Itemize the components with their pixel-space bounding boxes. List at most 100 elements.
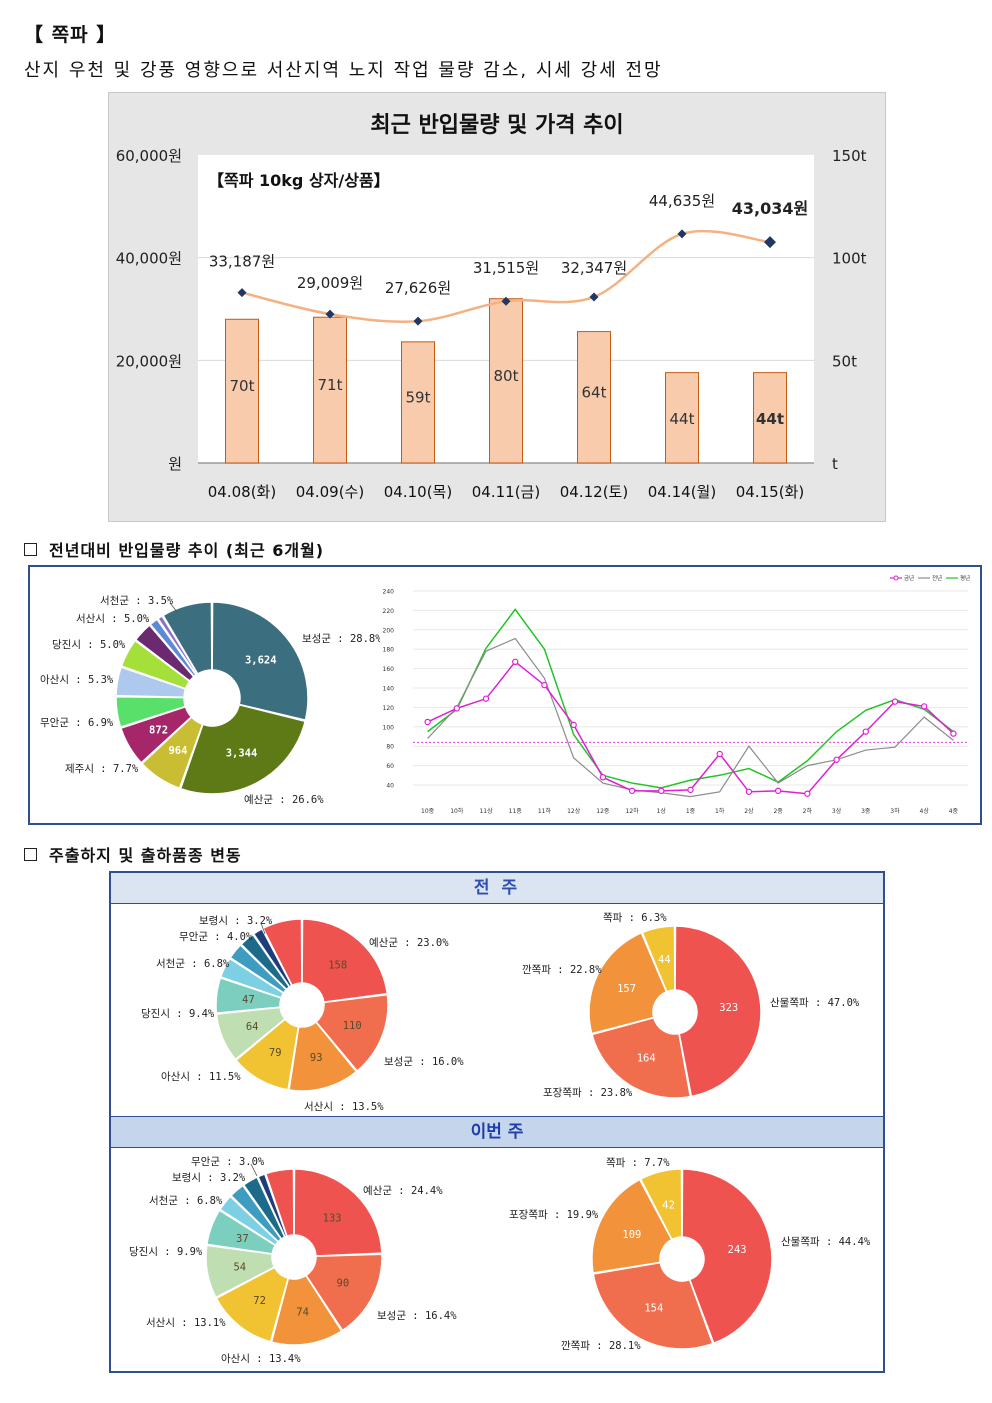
series-point [599, 774, 607, 781]
pie-slice [211, 601, 309, 722]
x-tick-label: 10중 [421, 808, 435, 815]
y-tick-label: 100 [383, 724, 395, 731]
pie-slice [641, 925, 676, 993]
category-label: 04.08(화) [208, 483, 276, 501]
pie-category-label: 예산군 : 26.6% [244, 793, 324, 806]
series-point [628, 787, 636, 795]
legend-label: 금년 [904, 574, 914, 582]
series-line [427, 637, 954, 798]
x-tick-label: 1상 [657, 807, 667, 815]
page-subtitle: 산지 우천 및 강풍 영향으로 서산지역 노지 작업 물량 감소, 시세 강세 … [24, 60, 663, 81]
y-tick-label: 180 [383, 647, 395, 654]
pie-value-label: 109 [622, 1229, 641, 1241]
price-label: 29,009원 [297, 274, 363, 292]
legend-marker [893, 575, 899, 581]
x-tick-label: 2하 [803, 807, 813, 815]
pie-slice [264, 1168, 295, 1238]
pie-slice [591, 1178, 673, 1274]
pie-category-label: 예산군 : 24.4% [363, 1184, 443, 1197]
price-label: 27,626원 [385, 279, 451, 297]
volume-label: 70t [230, 377, 255, 395]
label-leader [260, 922, 266, 935]
price-marker [325, 309, 335, 319]
pie-category-label: 보성군 : 16.4% [377, 1310, 457, 1322]
left-tick-label: 60,000원 [116, 147, 182, 165]
pie-slice [288, 1020, 358, 1092]
volume-bar [665, 372, 699, 464]
pie-category-label: 당진시 : 5.0% [52, 639, 126, 651]
pie-slice [215, 1006, 287, 1061]
volume-label: 64t [582, 383, 607, 401]
prev-week-pies: 158 110 93 79 64 47 예산군 : 23.0% 보성군 : 16.0% 서산시 … [141, 912, 860, 1113]
prev-week-header: 전 주 [111, 873, 883, 904]
series-point [950, 730, 957, 737]
price-marker [764, 236, 776, 249]
price-marker [413, 316, 423, 326]
series-point [482, 695, 490, 702]
pie-value-label: 90 [337, 1277, 350, 1289]
x-tick-label: 4중 [949, 808, 959, 815]
x-tick-label: 12하 [626, 807, 640, 815]
pie-slice [140, 716, 204, 790]
pie-category-label: 무안군 : 4.0% [179, 931, 253, 943]
pie-value-label: 323 [719, 1002, 738, 1014]
left-tick-label: 원 [168, 455, 182, 473]
y-tick-label: 40 [386, 783, 394, 790]
series-point [570, 721, 577, 729]
volume-label: 59t [406, 388, 431, 406]
pie-slice [674, 925, 762, 1098]
left-tick-label: 40,000원 [116, 250, 182, 268]
x-tick-label: 11중 [509, 808, 523, 815]
y-tick-label: 240 [383, 589, 395, 596]
pie-value-label: 42 [662, 1200, 675, 1212]
pie-value-label: 964 [168, 745, 187, 757]
label-leader [169, 602, 179, 614]
pie-category-label: 서천군 : 6.8% [156, 958, 230, 970]
pie-slice [261, 918, 303, 987]
pie-category-label: 아산시 : 11.5% [161, 1071, 241, 1083]
this-week-pies: 133 90 74 72 54 37 예산군 : 24.4% 보성군 : 16.4% 아산시 :… [129, 1156, 871, 1365]
legend-label: 전년 [932, 574, 942, 582]
pie-category-label: 보령시 : 3.2% [199, 915, 273, 927]
legend-label: 평년 [960, 574, 970, 582]
series-point [716, 750, 723, 758]
volume-bar [489, 298, 523, 464]
x-tick-label: 12상 [567, 807, 581, 815]
pie-slice [270, 1274, 343, 1346]
pie-slice [293, 1168, 383, 1257]
x-tick-label: 12중 [596, 808, 610, 815]
series-point [541, 681, 548, 689]
yearly-volume-line-chart: 240 220 200 180 160 140 120 100 80 60 40 10중 10하 11상 1… [383, 574, 971, 815]
y-tick-label: 140 [383, 686, 395, 693]
pie-value-label: 93 [310, 1052, 323, 1064]
pie-slice [591, 1016, 692, 1099]
category-label: 04.14(월) [648, 483, 716, 501]
pie-category-label: 산물쪽파 : 44.4% [781, 1236, 871, 1248]
x-tick-label: 2중 [773, 808, 783, 815]
price-label: 44,635원 [649, 192, 715, 210]
pie-category-label: 포장쪽파 : 23.8% [543, 1087, 633, 1099]
x-tick-label: 1하 [715, 807, 725, 815]
volume-bar [753, 372, 787, 464]
series-point [453, 705, 461, 712]
pie-category-label: 서천군 : 3.5% [100, 595, 174, 607]
pie-value-label: 3,344 [226, 748, 258, 760]
pie-value-label: 157 [617, 983, 636, 995]
x-tick-label: 11상 [479, 807, 493, 815]
pie-category-label: 깐쪽파 : 22.8% [522, 964, 602, 976]
right-tick-label: t [832, 455, 838, 473]
series-line [427, 608, 954, 789]
volume-label: 71t [318, 376, 343, 394]
section-heading-shipping: 주출하지 및 출하품종 변동 [24, 842, 242, 866]
category-label: 04.11(금) [472, 483, 540, 501]
pie-value-label: 164 [637, 1053, 656, 1065]
pie-slice [179, 703, 307, 795]
pie-category-label: 당진시 : 9.4% [141, 1008, 215, 1020]
y-tick-label: 160 [383, 666, 395, 673]
price-label: 31,515원 [473, 259, 539, 277]
pie-value-label: 154 [644, 1302, 663, 1314]
volume-bar [313, 316, 347, 464]
price-label: 43,034원 [732, 199, 808, 218]
series-point [512, 658, 519, 666]
pie-category-label: 산물쪽파 : 47.0% [770, 997, 860, 1009]
